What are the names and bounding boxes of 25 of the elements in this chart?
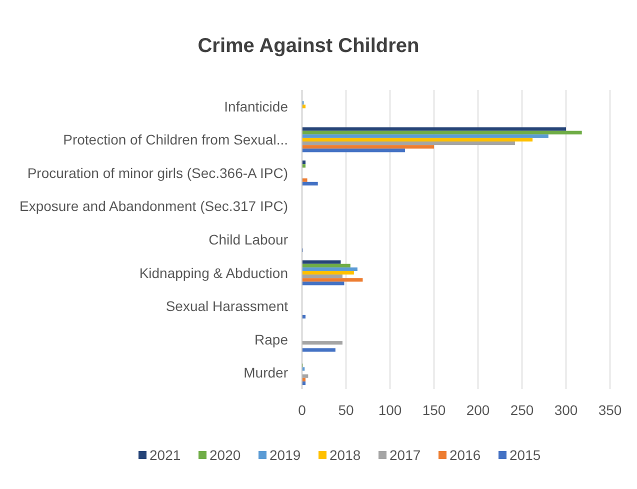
- x-tick-label: 350: [598, 402, 622, 418]
- legend-label: 2019: [270, 447, 301, 463]
- y-tick-label: Infanticide: [224, 98, 288, 114]
- x-tick-label: 50: [338, 402, 354, 418]
- legend-label: 2015: [510, 447, 541, 463]
- x-tick-label: 0: [298, 402, 306, 418]
- legend-label: 2017: [390, 447, 421, 463]
- legend-label: 2018: [330, 447, 361, 463]
- y-tick-label: Exposure and Abandonment (Sec.317 IPC): [19, 198, 288, 214]
- y-tick-label: Rape: [254, 331, 288, 348]
- x-tick-label: 300: [554, 402, 578, 418]
- y-tick-label: Protection of Children from Sexual...: [63, 132, 288, 148]
- y-tick-label: Child Labour: [208, 232, 288, 248]
- x-tick-label: 100: [378, 402, 402, 418]
- y-tick-label: Kidnapping & Abduction: [139, 264, 288, 281]
- y-tick-label: Procuration of minor girls (Sec.366-A IPC): [27, 164, 288, 181]
- legend-label: 2020: [210, 447, 241, 463]
- chart-title: Crime Against Children: [198, 35, 420, 57]
- x-tick-label: 250: [510, 402, 534, 418]
- y-tick-label: Sexual Harassment: [166, 298, 288, 314]
- x-tick-label: 150: [422, 402, 446, 418]
- legend-label: 2021: [150, 447, 181, 463]
- x-tick-label: 200: [466, 402, 490, 418]
- legend-label: 2016: [450, 447, 481, 463]
- y-tick-label: Murder: [244, 364, 288, 381]
